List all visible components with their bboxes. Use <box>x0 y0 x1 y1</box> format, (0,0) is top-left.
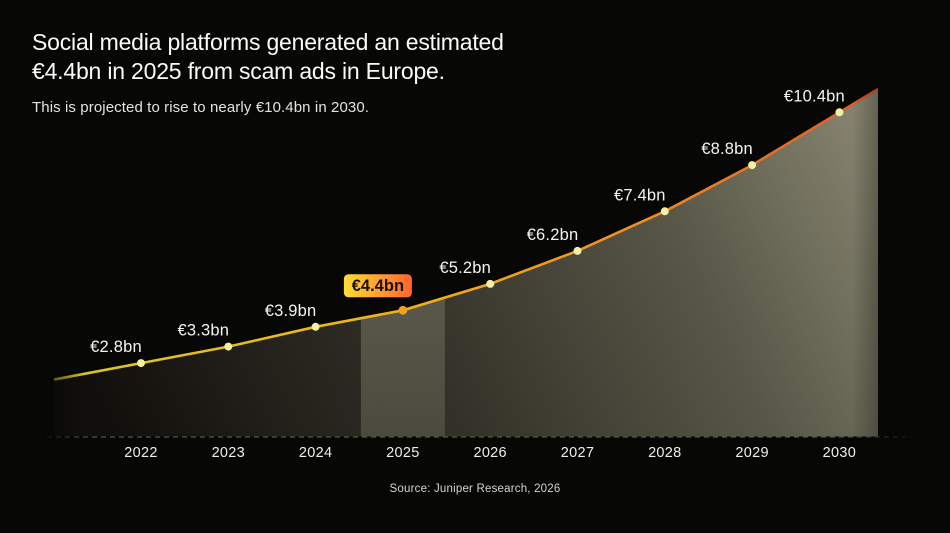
data-point-dot <box>137 359 145 368</box>
value-label: €6.2bn <box>527 226 579 244</box>
data-point-dot <box>311 322 320 331</box>
value-label: €7.4bn <box>614 186 666 204</box>
data-point-dot <box>660 207 669 216</box>
highlight-value-badge <box>343 274 412 298</box>
source-caption: Source: Juniper Research, 2026 <box>389 483 561 495</box>
x-tick-label: 2024 <box>299 445 332 461</box>
chart-subtitle: This is projected to rise to nearly €10.… <box>32 99 370 116</box>
data-point-dot <box>573 246 582 255</box>
highlight-value-label: €4.4bn <box>352 277 404 295</box>
data-point-dot <box>486 279 495 288</box>
chart-title: Social media platforms generated an esti… <box>32 28 504 86</box>
value-label: €5.2bn <box>439 259 491 277</box>
chart-header: Social media platforms generated an esti… <box>32 28 504 116</box>
x-tick-label: 2026 <box>473 445 506 461</box>
data-point-dot <box>748 161 757 170</box>
value-label: €8.8bn <box>701 140 753 158</box>
x-tick-label: 2028 <box>648 445 681 461</box>
x-tick-label: 2023 <box>212 445 245 461</box>
chart-title-line1: Social media platforms generated an esti… <box>32 29 504 55</box>
value-label: €3.9bn <box>265 302 317 320</box>
x-tick-label: 2022 <box>124 445 157 461</box>
left-fade-overlay <box>20 0 85 533</box>
data-point-dot <box>835 108 844 117</box>
value-label: €10.4bn <box>784 87 845 105</box>
x-tick-label: 2027 <box>561 445 594 461</box>
x-tick-label: 2030 <box>823 445 856 461</box>
value-label: €3.3bn <box>177 322 229 340</box>
data-point-dot <box>224 342 233 351</box>
area-fill <box>54 88 878 437</box>
x-tick-label: 2025 <box>386 445 419 461</box>
x-tick-label: 2029 <box>735 445 768 461</box>
chart-title-line2: €4.4bn in 2025 from scam ads in Europe. <box>32 58 445 84</box>
value-label: €2.8bn <box>90 338 142 356</box>
data-point-dot-highlight <box>398 305 408 315</box>
highlight-year-band <box>360 90 445 437</box>
right-fade-overlay <box>852 0 950 533</box>
